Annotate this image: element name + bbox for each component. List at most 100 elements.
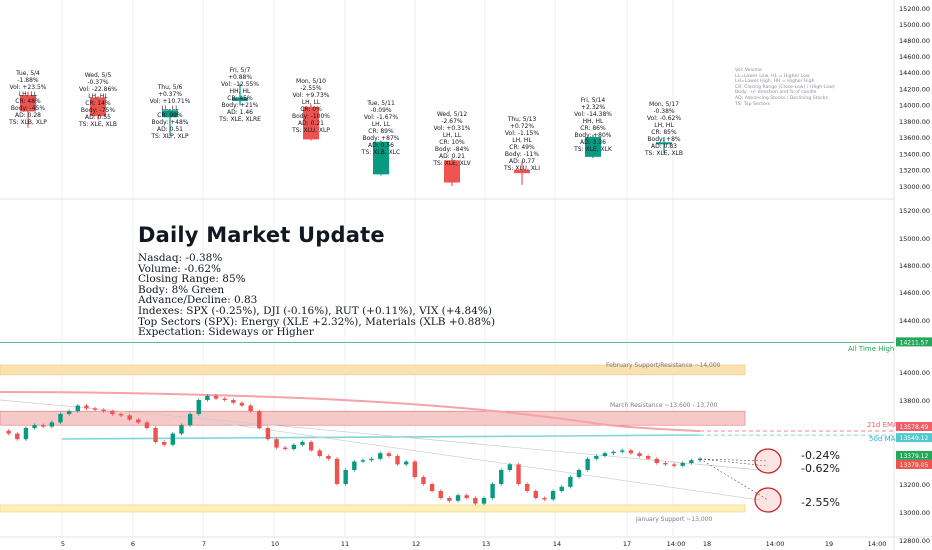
candle-info-line: CR: 0% [300,106,322,113]
trend-line [0,399,761,471]
intraday-candle [421,477,426,484]
candle-info-line: TS: XLP, XLP [151,133,189,140]
ma-line [61,434,701,440]
candle-info: Wed, 5/5 -0.37% Vol: -22.86% LH, HL CR: 14% B… [63,72,133,128]
intraday-candle [127,415,132,420]
y-tick-label: 14600.00 [899,53,930,61]
candle-body [656,142,672,145]
candle-info-line: Body: -11% [504,151,540,158]
intraday-candle [213,395,219,399]
y-tick-label: 14000.00 [899,369,930,377]
candle-info-line: CR: 49% [509,144,535,151]
candle-info: Tue, 5/11 -0.09% Vol: -1.67% LH, LL CR: 89% B… [346,100,416,156]
candle-info-line: TS: XLE, XLB [78,121,118,128]
intraday-candle [645,456,651,459]
intraday-candle [196,400,201,414]
price-tag-text: 13578.49 [900,424,929,431]
x-tick-label: 13 [482,540,490,548]
x-tick-label: 10 [271,540,279,548]
summary-line: Volume: -0.62% [138,262,222,275]
candle-info-line: Vol: -22.86% [79,86,117,93]
candle-info-line: +2.32% [580,104,606,111]
y-tick-label: 15000.00 [899,21,930,29]
x-tick-label: 18 [703,540,711,548]
intraday-candle [386,453,392,456]
price-tag [896,450,932,460]
intraday-candle [248,405,253,412]
intraday-candle [559,486,564,491]
intraday-candle [41,425,46,427]
intraday-candle [144,422,150,428]
candle-info-line: LH, HL [88,93,108,100]
price-tag [896,433,932,443]
intraday-candle [222,398,227,400]
y-tick-label: 13600.00 [899,134,930,142]
legend-line: CR: Closing Range (Close-Low) / (High-Lo… [735,84,835,90]
x-tick-label: 14:00 [667,540,686,548]
intraday-candle [161,442,167,445]
summary-line: Expectation: Sideways or Higher [138,326,314,339]
intraday-candle [205,395,210,400]
intraday-candle [75,405,80,412]
candle-info-line: +0.37% [157,91,183,98]
y-tick-label: 15200.00 [899,207,930,215]
summary-line: Nasdaq: -0.38% [138,252,223,264]
candle-info-line: Fri, 5/14 [580,97,606,104]
candle-body [444,160,460,183]
intraday-candle [550,491,556,500]
intraday-candle [403,461,409,465]
candle-info-line: LH, HL [654,122,674,129]
candle-body [585,137,601,157]
candle-info-line: TS: XLB, XLP [9,119,47,126]
summary-line: Advance/Decline: 0.83 [138,294,258,307]
candle-info-line: AD: 0.83 [650,143,677,150]
candle-info-line: Vol: -1.67% [363,114,399,121]
candle-info-line: Body: -84% [434,146,470,153]
intraday-candle [179,425,184,434]
intraday-candle [343,470,348,484]
candle-info-line: CR: 85% [651,129,677,136]
candle-body [20,95,36,112]
candle-info-line: LL, LL [161,105,179,112]
intraday-candle [352,461,357,470]
candle-info-line: AD: 0.77 [508,158,535,165]
intraday-candle [637,453,642,456]
candle-info-line: Thu, 5/13 [507,116,537,123]
candle-info-line: Tue, 5/11 [367,100,395,107]
intraday-candle [412,461,418,477]
legend-line: LH=Lower High, HH = Higher High [735,79,815,85]
intraday-candle [84,405,89,409]
candle-info-line: -0.09% [370,107,392,114]
y-tick-label: 13000.00 [899,509,930,517]
intraday-candle [49,422,55,427]
abbreviation-legend: Vol: Volume LL=Lower Low, HL = Higher Lo… [735,68,865,107]
target-circle [754,448,782,474]
x-tick-label: 19 [825,540,833,548]
x-tick-label: 11 [341,540,349,548]
y-tick-label: 13200.00 [899,167,930,175]
intraday-candle [369,458,374,461]
candle-info-line: TS: XLE, XLRE [219,116,261,123]
candle-info-line: Vol: +10.71% [149,98,191,105]
y-tick-label: 13200.00 [899,481,930,489]
legend-line: AD: Advancing Stocks / Declining Stocks [735,95,828,101]
intraday-candle [308,442,314,451]
ema-line [0,391,701,432]
intraday-candle [153,428,158,442]
candle-info: Fri, 5/14 +2.32% Vol: -14.38% HH, HL CR: 86%… [558,97,628,153]
candle-info-line: CR: 14% [85,100,111,107]
legend-line: LL=Lower Low, HL = Higher Low [735,73,810,79]
candle-body [90,97,106,117]
intraday-candle [524,484,530,491]
candle-info-line: TS: XLU, XLI [504,165,540,172]
february-zone-label: February Support/Resistance ~14,000 [606,362,721,369]
candle-info-line: LH, HL [512,137,532,144]
intraday-candle [594,456,599,459]
candle-info-line: Tue, 5/4 [16,70,40,77]
y-tick-label: 13400.00 [899,150,930,158]
intraday-candle [66,411,72,414]
intraday-candle [274,439,279,448]
candle-info-line: TS: XLB, XLC [361,149,401,156]
summary-line: Closing Range: 85% [138,273,246,286]
